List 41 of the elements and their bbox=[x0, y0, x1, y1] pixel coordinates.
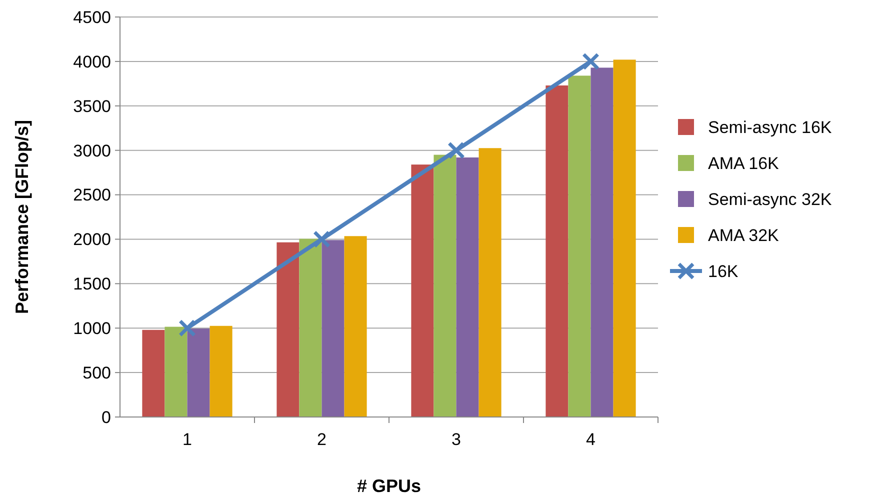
y-tick-label: 500 bbox=[82, 364, 111, 383]
y-tick-label: 2500 bbox=[73, 186, 111, 205]
x-tick-label: 1 bbox=[182, 430, 192, 449]
bar bbox=[322, 240, 344, 417]
point bbox=[582, 52, 600, 70]
legend-label: AMA 32K bbox=[708, 226, 780, 245]
y-tick-label: 3500 bbox=[73, 96, 111, 116]
x-tick-label: 3 bbox=[452, 430, 461, 449]
y-tick-label: 3000 bbox=[73, 141, 111, 160]
point bbox=[448, 142, 465, 160]
y-tick-label: 4500 bbox=[73, 8, 111, 27]
y-tick-label: 4000 bbox=[73, 52, 111, 72]
legend-label: 16K bbox=[708, 262, 739, 281]
y-tick-label: 0 bbox=[102, 408, 111, 427]
y-tick-label: 1500 bbox=[73, 274, 111, 294]
bar bbox=[187, 328, 210, 417]
point bbox=[178, 319, 196, 337]
x-tick-label: 4 bbox=[586, 430, 596, 449]
bar bbox=[456, 157, 479, 417]
bar bbox=[546, 85, 568, 417]
bar bbox=[478, 148, 502, 417]
y-tick-label: 2000 bbox=[73, 230, 111, 250]
bar bbox=[434, 154, 456, 417]
bar bbox=[590, 68, 614, 417]
bar bbox=[164, 326, 188, 417]
x-tick-label: 2 bbox=[317, 430, 326, 449]
bar bbox=[276, 242, 300, 417]
point bbox=[313, 230, 330, 248]
bar bbox=[411, 164, 434, 417]
bar bbox=[613, 60, 636, 417]
y-axis-title: Performance [GFlop/s] bbox=[12, 120, 32, 314]
bar bbox=[299, 238, 322, 417]
bar bbox=[210, 326, 232, 417]
bar bbox=[344, 236, 367, 417]
legend-label: AMA 16K bbox=[708, 154, 780, 173]
x-axis-title: # GPUs bbox=[356, 476, 422, 496]
bar bbox=[142, 330, 165, 417]
legend-label: Semi-async 32K bbox=[708, 190, 832, 209]
bar bbox=[568, 76, 591, 417]
y-tick-label: 1000 bbox=[73, 319, 111, 338]
legend-label: Semi-async 16K bbox=[708, 118, 832, 137]
